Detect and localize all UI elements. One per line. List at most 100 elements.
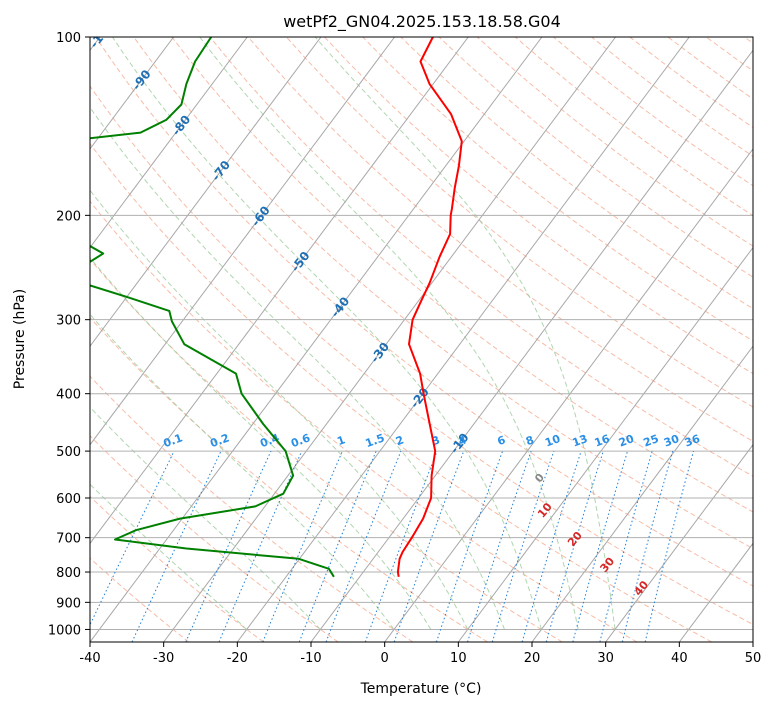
mixing-ratio-label: 2 xyxy=(394,433,406,448)
mixing-ratio-lines xyxy=(90,450,694,642)
isotherm-line xyxy=(90,37,322,347)
dry-adiabat-line xyxy=(400,37,753,310)
dewpoint-profile-line xyxy=(90,37,335,578)
mixing-ratio-line xyxy=(572,450,628,642)
isotherm-line xyxy=(752,641,753,642)
x-axis: -40 -30 -20 -10 0 10 20 30 40 50 xyxy=(79,642,761,666)
y-tick-label: 600 xyxy=(56,492,81,507)
dry-adiabat-line xyxy=(514,37,753,217)
mixing-ratio-label: 1.5 xyxy=(364,431,387,450)
theta-e-label: 0 xyxy=(532,471,547,485)
y-axis-label: Pressure (hPa) xyxy=(12,289,28,389)
isotherm-line xyxy=(531,345,753,642)
moist-adiabat-line xyxy=(90,313,395,630)
moist-adiabats xyxy=(90,37,616,630)
mixing-ratio-line xyxy=(364,450,438,642)
mixing-ratio-line xyxy=(90,450,175,626)
isotherm-label: -30 xyxy=(368,340,392,366)
dry-adiabat-line xyxy=(90,200,638,642)
x-axis-label: Temperature (°C) xyxy=(360,681,482,697)
theta-e-label: 20 xyxy=(565,529,585,549)
mixing-ratio-label: 25 xyxy=(642,432,661,449)
mixing-ratio-line xyxy=(521,450,582,642)
dry-adiabat-line xyxy=(247,37,753,442)
mixing-ratio-label: 36 xyxy=(683,432,702,450)
moist-adiabat-line xyxy=(90,106,505,630)
moist-adiabat-line xyxy=(199,37,579,630)
isotherm-label: -60 xyxy=(249,203,273,229)
y-tick-label: 200 xyxy=(56,209,81,224)
mixing-ratio-line xyxy=(218,450,303,642)
dry-adiabat-line xyxy=(90,142,712,642)
x-tick-label: 0 xyxy=(381,651,389,666)
y-tick-label: 900 xyxy=(56,596,81,611)
x-tick-label: -40 xyxy=(79,651,100,666)
moist-adiabat-line xyxy=(90,406,321,630)
mixing-ratio-label: 10 xyxy=(543,432,562,450)
sounding-profiles xyxy=(90,37,463,578)
dry-adiabats xyxy=(90,37,753,642)
isotherm-line xyxy=(236,37,690,642)
isotherm-line xyxy=(90,37,248,249)
isotherms xyxy=(90,37,753,642)
chart-title: wetPf2_GN04.2025.153.18.58.G04 xyxy=(283,12,561,32)
dry-adiabat-line xyxy=(90,85,753,625)
dry-adiabat-line xyxy=(90,557,190,642)
x-tick-label: -20 xyxy=(227,651,248,666)
dry-adiabat-line xyxy=(286,37,753,408)
dry-adiabat-line xyxy=(171,37,753,513)
moist-adiabat-line xyxy=(90,256,432,630)
isotherm-line xyxy=(90,37,396,446)
mixing-ratio-line xyxy=(545,450,604,642)
mixing-ratio-line xyxy=(599,450,653,642)
mixing-ratio-label: 20 xyxy=(617,432,636,450)
x-tick-label: 30 xyxy=(597,651,614,666)
isotherm-line xyxy=(605,443,753,642)
y-tick-label: 700 xyxy=(56,532,81,547)
mixing-ratio-line xyxy=(467,450,532,642)
x-tick-label: -10 xyxy=(300,651,321,666)
mixing-ratio-label: 6 xyxy=(496,433,508,448)
moist-adiabat-line xyxy=(112,37,542,630)
plot-frame xyxy=(89,36,754,643)
dry-adiabat-line xyxy=(90,435,339,642)
x-tick-label: 10 xyxy=(450,651,467,666)
x-tick-label: 40 xyxy=(671,651,688,666)
moist-adiabat-line xyxy=(314,37,616,630)
dry-adiabat-line xyxy=(209,37,753,477)
mixing-ratio-line xyxy=(298,450,377,642)
isotherm-label: -20 xyxy=(407,385,431,411)
theta-e-label: 40 xyxy=(631,578,651,598)
isotherm-line xyxy=(457,246,753,642)
x-tick-label: -30 xyxy=(153,651,174,666)
mixing-ratio-line xyxy=(325,450,402,642)
mixing-ratio-line xyxy=(393,450,465,642)
y-tick-label: 100 xyxy=(56,31,81,46)
dry-adiabat-line xyxy=(744,37,753,44)
isotherm-line xyxy=(90,37,469,545)
temperature-profile-line xyxy=(396,37,463,577)
isotherm-label: -50 xyxy=(288,249,312,275)
y-tick-label: 1000 xyxy=(48,623,81,638)
mixing-ratio-label: 8 xyxy=(524,433,536,448)
mixing-ratio-label: 0.2 xyxy=(208,431,231,450)
mixing-ratio-label: 1 xyxy=(335,433,347,448)
x-tick-label: 50 xyxy=(745,651,762,666)
mixing-ratio-label: 4 xyxy=(457,433,469,448)
mixing-ratio-label: 30 xyxy=(662,432,681,450)
dry-adiabat-line xyxy=(362,37,753,342)
isotherm-label: -80 xyxy=(169,113,193,139)
mixing-ratio-label: 16 xyxy=(593,432,612,450)
y-tick-label: 800 xyxy=(56,566,81,581)
mixing-ratio-line xyxy=(491,450,555,642)
moist-adiabat-line xyxy=(90,189,469,630)
isotherm-label: -70 xyxy=(209,158,233,184)
isotherm-label: -90 xyxy=(129,67,153,93)
y-tick-label: 500 xyxy=(56,445,81,460)
dry-adiabat-line xyxy=(90,316,488,642)
mixing-ratio-label: 0.1 xyxy=(162,431,185,450)
isotherm-labels: -100-90-80-70-60-50-40-30-20-10 xyxy=(90,37,472,456)
mixing-ratio-line xyxy=(621,450,674,642)
